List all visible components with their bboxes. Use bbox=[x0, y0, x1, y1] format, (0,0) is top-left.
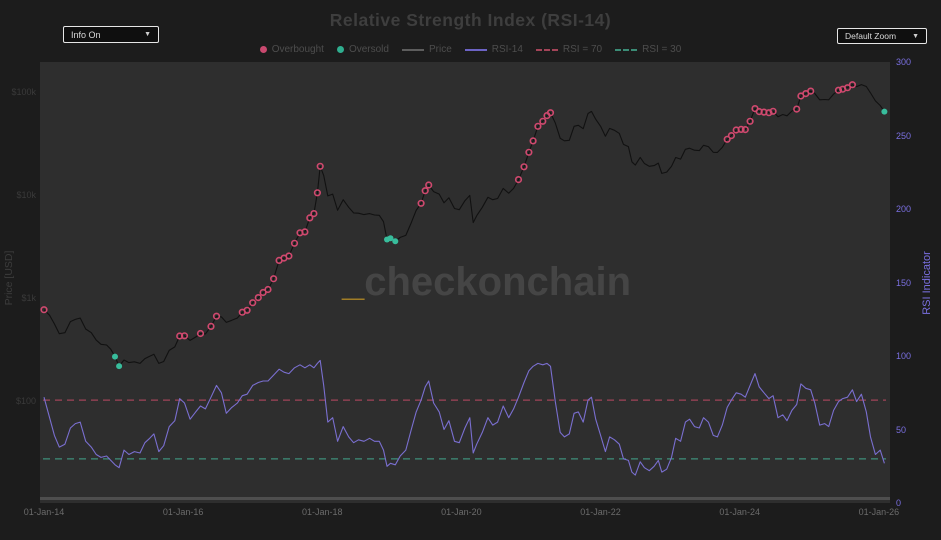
rsi-tick-label: 200 bbox=[896, 204, 912, 214]
legend-label: Price bbox=[428, 44, 452, 55]
overbought-marker bbox=[793, 105, 801, 113]
overbought-marker bbox=[425, 181, 433, 189]
legend-item-rsi-70[interactable]: RSI = 70 bbox=[535, 44, 603, 55]
overbought-marker bbox=[765, 109, 773, 117]
overbought-marker bbox=[285, 252, 293, 260]
legend-marker-icon bbox=[615, 48, 638, 51]
overbought-marker bbox=[769, 107, 777, 115]
legend-marker-icon bbox=[401, 48, 424, 51]
overbought-marker bbox=[207, 322, 215, 331]
oversold-marker bbox=[116, 363, 123, 370]
rsi-14-line bbox=[43, 359, 885, 476]
legend-label: RSI-14 bbox=[491, 44, 523, 55]
overbought-marker bbox=[40, 306, 48, 314]
overbought-marker bbox=[417, 199, 425, 207]
overbought-marker bbox=[212, 312, 221, 320]
price-tick-label: $100k bbox=[11, 87, 36, 97]
overbought-marker bbox=[316, 162, 324, 170]
oversold-marker bbox=[387, 235, 394, 242]
overbought-marker bbox=[834, 86, 843, 94]
overbought-marker bbox=[264, 285, 272, 294]
rsi-tick-label: 150 bbox=[896, 277, 912, 288]
legend-marker-icon bbox=[464, 48, 487, 51]
x-tick-label: 01-Jan-20 bbox=[441, 507, 482, 517]
price-tick-label: $1k bbox=[21, 293, 36, 303]
x-axis-line bbox=[40, 497, 890, 500]
overbought-marker bbox=[520, 163, 528, 171]
oversold-marker bbox=[881, 108, 888, 115]
legend-label: Oversold bbox=[348, 44, 389, 55]
overbought-marker bbox=[534, 122, 542, 130]
overbought-marker bbox=[539, 117, 547, 125]
overbought-marker bbox=[723, 135, 731, 143]
overbought-marker bbox=[313, 189, 322, 197]
legend-label: RSI = 30 bbox=[642, 44, 682, 55]
legend-label: Overbought bbox=[271, 44, 324, 55]
rsi-tick-label: 50 bbox=[896, 424, 907, 435]
plot-area[interactable] bbox=[40, 62, 890, 503]
x-tick-label: 01-Jan-22 bbox=[580, 507, 621, 517]
overbought-marker bbox=[306, 214, 314, 222]
overbought-marker bbox=[249, 299, 257, 307]
overbought-marker bbox=[514, 176, 523, 184]
overbought-marker bbox=[196, 329, 205, 338]
info-dropdown[interactable]: Info On ▼ bbox=[63, 26, 159, 43]
overbought-marker bbox=[301, 228, 309, 236]
overbought-marker bbox=[848, 81, 857, 89]
watermark-text: checkonchain bbox=[364, 260, 632, 304]
oversold-marker bbox=[112, 353, 118, 360]
legend-item-rsi-30[interactable]: RSI = 30 bbox=[615, 44, 681, 55]
legend-item-rsi-14[interactable]: RSI-14 bbox=[464, 44, 523, 55]
overbought-marker bbox=[741, 126, 749, 134]
overbought-marker bbox=[737, 125, 745, 133]
rsi-tick-label: 0 bbox=[896, 498, 902, 508]
overbought-marker bbox=[727, 132, 736, 140]
price-line bbox=[43, 84, 885, 367]
legend-item-price[interactable]: Price bbox=[401, 44, 452, 55]
overbought-marker bbox=[243, 306, 251, 314]
x-tick-label: 01-Jan-24 bbox=[719, 507, 760, 517]
legend-marker-icon bbox=[535, 48, 558, 51]
overbought-marker bbox=[525, 148, 533, 156]
rsi-tick-label: 300 bbox=[896, 57, 912, 67]
legend-label: RSI = 70 bbox=[562, 44, 603, 55]
x-tick-label: 01-Jan-18 bbox=[302, 507, 343, 517]
watermark-underscore: _ bbox=[342, 260, 365, 304]
price-tick-label: $10k bbox=[16, 190, 36, 200]
overbought-marker bbox=[529, 137, 537, 145]
overbought-marker bbox=[310, 210, 318, 218]
oversold-marker bbox=[392, 238, 399, 245]
info-dropdown-label: Info On bbox=[71, 29, 101, 40]
page-title: Relative Strength Index (RSI-14) bbox=[329, 10, 612, 30]
overbought-marker bbox=[259, 288, 267, 297]
overbought-marker bbox=[270, 275, 278, 283]
price-tick-label: $100 bbox=[15, 396, 36, 406]
overbought-marker bbox=[180, 332, 189, 340]
overbought-marker bbox=[254, 294, 262, 302]
overbought-marker bbox=[807, 87, 815, 95]
legend-marker-icon bbox=[336, 46, 344, 53]
chevron-down-icon: ▼ bbox=[144, 31, 151, 38]
overbought-marker bbox=[746, 117, 754, 125]
x-tick-label: 01-Jan-26 bbox=[858, 507, 900, 517]
overbought-marker bbox=[290, 239, 299, 247]
legend-item-overbought[interactable]: Overbought bbox=[259, 44, 324, 55]
watermark: _checkonchain bbox=[342, 260, 631, 305]
overbought-marker bbox=[843, 84, 852, 92]
legend-marker-icon bbox=[259, 46, 267, 53]
x-tick-label: 01-Jan-16 bbox=[162, 507, 204, 517]
zoom-dropdown[interactable]: Default Zoom ▼ bbox=[837, 28, 927, 44]
zoom-dropdown-label: Default Zoom bbox=[845, 31, 897, 41]
rsi-tick-label: 100 bbox=[896, 351, 912, 361]
legend: Overbought Oversold Price RSI-14 RSI = 70 RSI… bbox=[0, 44, 941, 55]
overbought-marker bbox=[421, 187, 429, 195]
rsi-tick-label: 250 bbox=[896, 130, 912, 141]
x-tick-label: 01-Jan-14 bbox=[23, 507, 65, 517]
overbought-marker bbox=[546, 109, 555, 117]
legend-item-oversold[interactable]: Oversold bbox=[336, 44, 389, 55]
chevron-down-icon: ▼ bbox=[912, 32, 919, 40]
